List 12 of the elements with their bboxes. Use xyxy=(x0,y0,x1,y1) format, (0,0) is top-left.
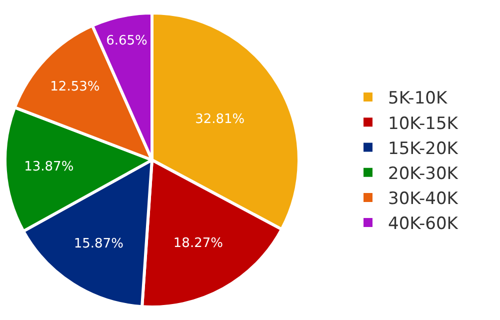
data-label: 15.87% xyxy=(74,236,124,252)
data-label: 13.87% xyxy=(24,160,74,175)
data-label: 6.65% xyxy=(106,33,148,48)
legend-label: 15K-20K xyxy=(388,138,459,159)
legend-label: 20K-30K xyxy=(388,164,459,184)
legend-label: 30K-40K xyxy=(388,189,459,210)
legend-label: 10K-15K xyxy=(388,114,459,134)
data-label: 12.53% xyxy=(50,79,100,94)
legend-label: 40K-60K xyxy=(388,214,459,234)
data-label: 18.27% xyxy=(173,236,223,251)
data-label: 32.81% xyxy=(195,112,245,127)
legend-label: 5K-10K xyxy=(388,88,448,109)
